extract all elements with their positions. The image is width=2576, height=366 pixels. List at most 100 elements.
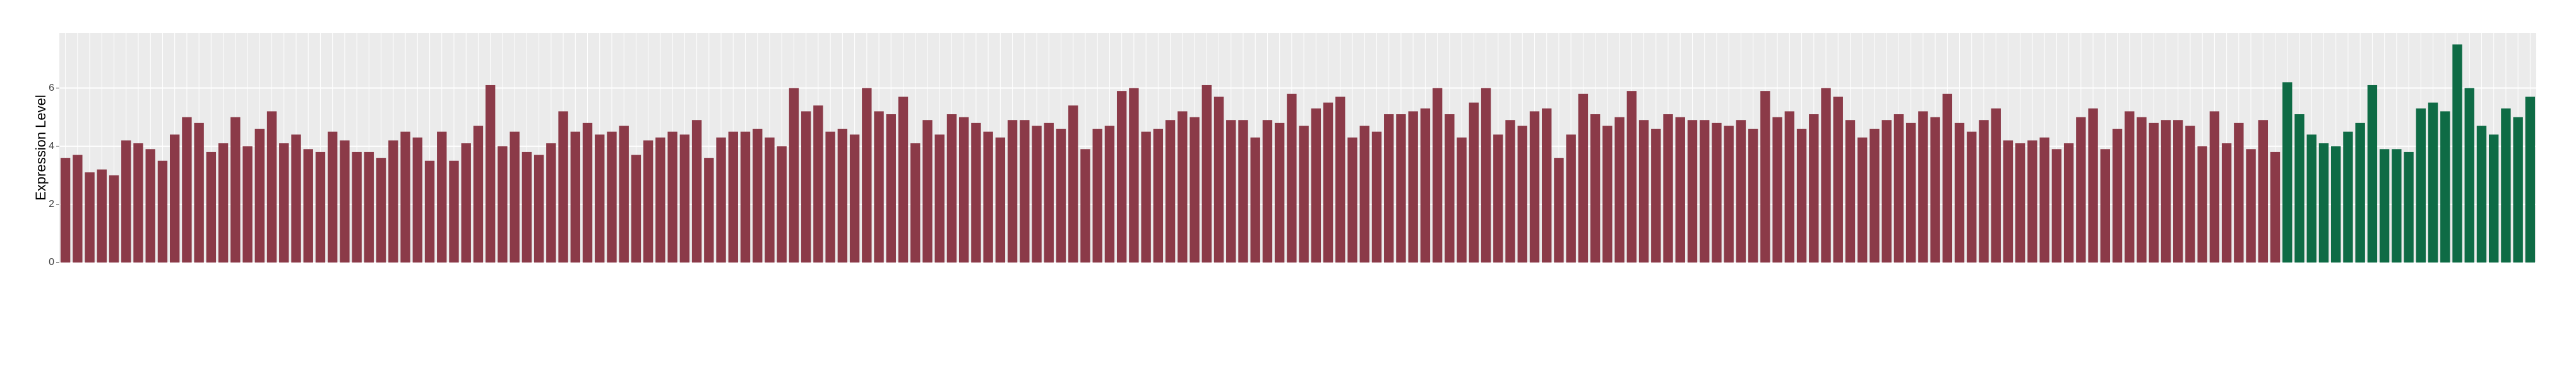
bar xyxy=(85,172,95,263)
bar xyxy=(1347,137,1357,263)
bar xyxy=(315,151,326,263)
bar xyxy=(825,131,835,263)
bar xyxy=(1359,126,1369,263)
bar xyxy=(1712,122,1722,263)
bar xyxy=(2003,140,2013,263)
bar xyxy=(753,129,763,263)
bar xyxy=(1311,108,1321,263)
bar xyxy=(1080,149,1090,263)
bar xyxy=(1165,120,1176,263)
bar xyxy=(1566,134,1576,263)
bar xyxy=(424,160,435,263)
bar xyxy=(1638,120,1649,263)
bar xyxy=(1809,114,1819,263)
bar xyxy=(1238,120,1248,263)
bar xyxy=(2051,149,2062,263)
bar xyxy=(946,114,957,263)
bar xyxy=(2416,108,2426,263)
bar xyxy=(206,151,217,263)
bar xyxy=(1954,122,1965,263)
bar xyxy=(679,134,690,263)
bar xyxy=(2125,111,2135,263)
bar xyxy=(1505,120,1515,263)
bar xyxy=(789,88,799,263)
bar xyxy=(291,134,301,263)
bar xyxy=(2015,143,2025,263)
bar xyxy=(1371,131,1382,263)
bar xyxy=(2039,137,2049,263)
bar xyxy=(1942,93,1953,263)
bar xyxy=(801,111,811,263)
bar xyxy=(2440,111,2450,263)
bar xyxy=(2476,126,2487,263)
bar xyxy=(1116,91,1127,263)
bar xyxy=(1384,114,1394,263)
bar xyxy=(145,149,155,263)
bar xyxy=(498,146,508,263)
bar xyxy=(558,111,568,263)
bar xyxy=(2258,120,2269,263)
bar xyxy=(1007,120,1018,263)
bar xyxy=(570,131,580,263)
bar xyxy=(1287,93,1297,263)
bar xyxy=(97,169,107,263)
bar xyxy=(983,131,993,263)
bar xyxy=(1529,111,1540,263)
bar xyxy=(1554,158,1564,263)
bar xyxy=(1056,129,1066,263)
bar xyxy=(1493,134,1503,263)
y-tick-label: 4 xyxy=(49,141,54,151)
bar xyxy=(1700,120,1710,263)
bar xyxy=(1893,114,1904,263)
bar xyxy=(340,140,350,263)
y-axis-title: Expression Level xyxy=(33,95,49,201)
bar xyxy=(2501,108,2511,263)
bar xyxy=(1748,129,1758,263)
bar xyxy=(1614,117,1625,263)
bar xyxy=(376,158,386,263)
bar xyxy=(2318,143,2329,263)
bar xyxy=(1736,120,1746,263)
bar xyxy=(1129,88,1139,263)
bar xyxy=(898,97,909,263)
bar xyxy=(2185,126,2195,263)
bar xyxy=(2343,131,2353,263)
bar xyxy=(534,155,544,263)
bar xyxy=(1323,102,1333,263)
bar xyxy=(1845,120,1856,263)
bar xyxy=(849,134,860,263)
bar xyxy=(2525,97,2536,263)
bar xyxy=(412,137,422,263)
bar xyxy=(1178,111,1188,263)
bar xyxy=(1044,122,1054,263)
bar xyxy=(886,114,896,263)
bar xyxy=(1796,129,1807,263)
bar xyxy=(1821,88,1831,263)
bar xyxy=(1905,122,1916,263)
bar xyxy=(2294,114,2305,263)
bar xyxy=(2306,134,2317,263)
bar xyxy=(485,85,496,263)
bar xyxy=(1299,126,1309,263)
bar xyxy=(1213,97,1224,263)
bar xyxy=(473,126,484,263)
bar xyxy=(874,111,884,263)
bar xyxy=(2100,149,2111,263)
bar xyxy=(2137,117,2147,263)
bar xyxy=(2464,88,2474,263)
bar xyxy=(364,151,374,263)
bar xyxy=(2367,85,2378,263)
bar xyxy=(1104,126,1115,263)
bar xyxy=(121,140,131,263)
bar xyxy=(2027,140,2037,263)
bar xyxy=(1918,111,1928,263)
bar xyxy=(1675,117,1685,263)
bar xyxy=(1857,137,1868,263)
bar xyxy=(266,111,277,263)
bar xyxy=(1760,91,1770,263)
bar xyxy=(1432,88,1443,263)
bar xyxy=(157,160,168,263)
bar xyxy=(1420,108,1431,263)
bar xyxy=(1542,108,1552,263)
